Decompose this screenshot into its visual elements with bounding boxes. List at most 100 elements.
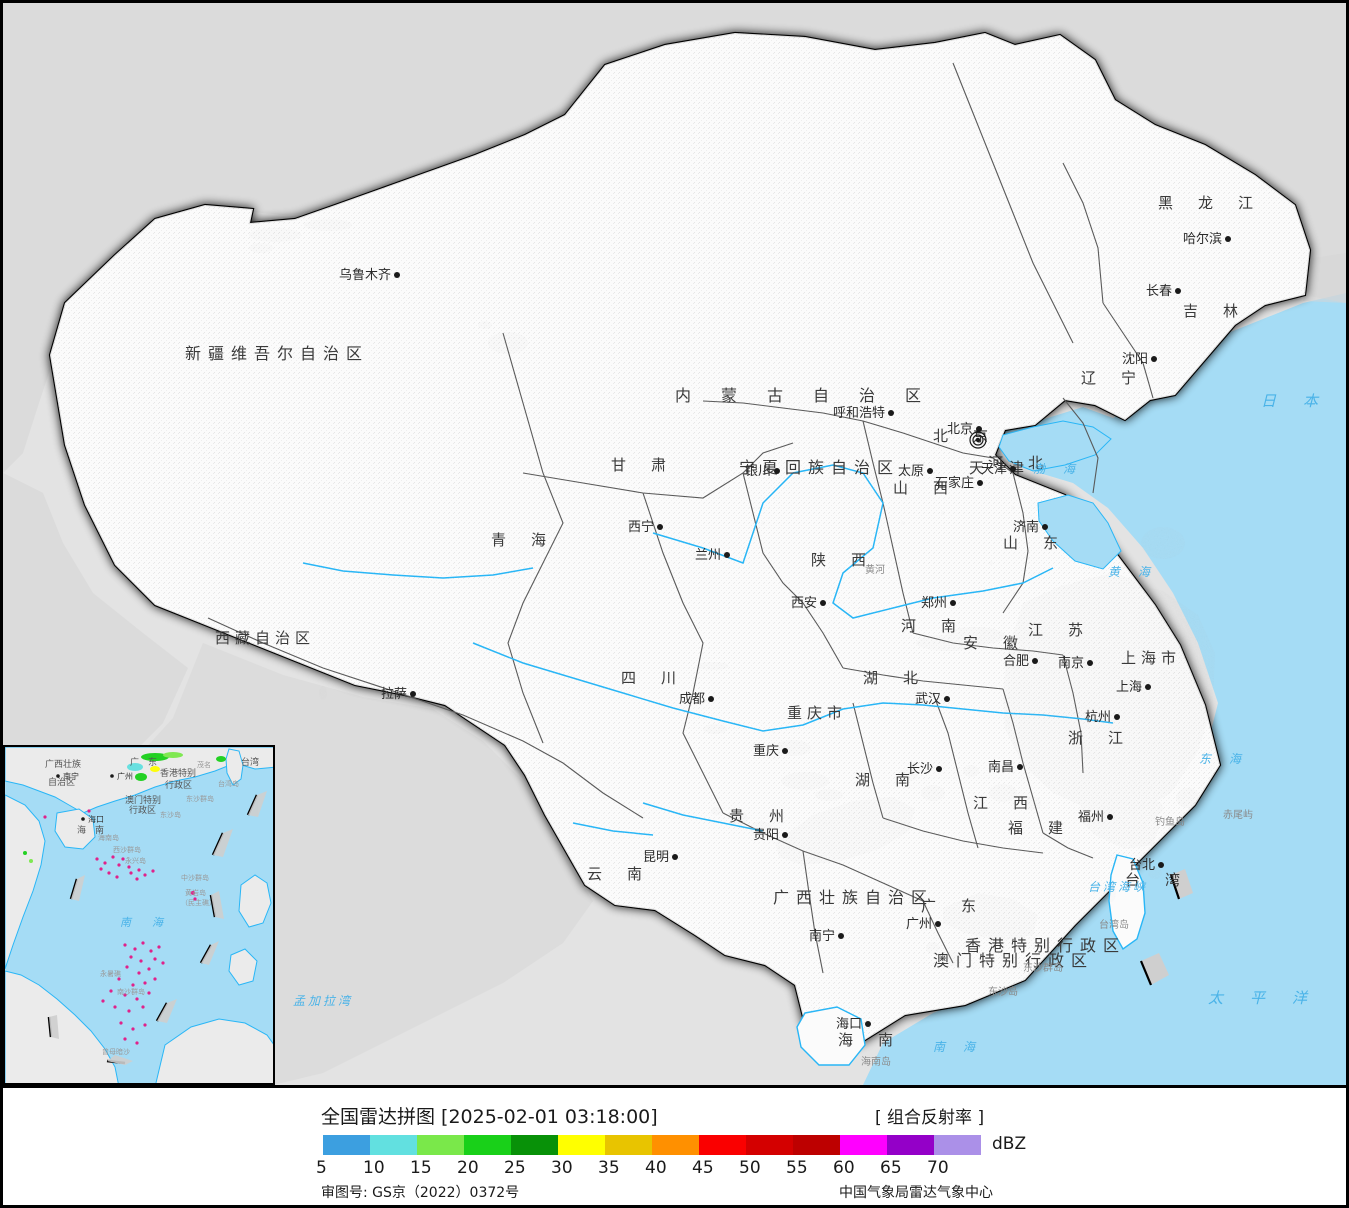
city-label: 哈尔滨: [1183, 231, 1222, 247]
colorbar-swatch-30: [558, 1135, 605, 1155]
city-marker: [394, 272, 400, 278]
colorbar-tick-labels: 5 10 15 20 25 30 35 40 45 50 55 60 65 70: [3, 1158, 1346, 1180]
island-label: 黄河: [865, 563, 885, 576]
city-label: 西宁: [628, 519, 654, 535]
province-label: 山 东: [1003, 534, 1063, 552]
approval-number: 审图号: GS京（2022）0372号: [321, 1185, 520, 1201]
colorbar-tick-50: 50: [739, 1158, 761, 1178]
city-label: 杭州: [1085, 710, 1111, 725]
city-marker: [1087, 660, 1093, 666]
city-marker: [1107, 814, 1113, 820]
city-label: 贵阳: [753, 828, 779, 843]
inset-province-label: 香港特别: [160, 767, 196, 779]
colorbar-swatch-50: [746, 1135, 793, 1155]
province-label: 台 湾: [1125, 871, 1185, 889]
sea-label: 孟加拉湾: [293, 994, 353, 1008]
colorbar-swatch-70: [934, 1135, 981, 1155]
city-marker: [724, 552, 730, 558]
city-marker: [944, 696, 950, 702]
colorbar-swatch-65: [887, 1135, 934, 1155]
city-label: 上海: [1116, 680, 1142, 695]
legend-footer: 全国雷达拼图 [2025-02-01 03:18:00] [ 组合反射率 ] d…: [3, 1085, 1346, 1205]
city-marker: [950, 600, 956, 606]
province-label: 甘 肃: [611, 456, 671, 474]
city-marker: [1175, 288, 1181, 294]
province-label: 广 东: [921, 897, 981, 915]
province-label: 陕 西: [811, 551, 871, 569]
inset-island-label: 海南岛: [98, 833, 119, 842]
inset-island-label: 永暑礁: [100, 969, 121, 978]
sea-label: 黄 海: [1108, 565, 1153, 579]
colorbar-swatch-20: [464, 1135, 511, 1155]
city-label: 西安: [791, 596, 817, 611]
inset-island-label: （民主礁）: [181, 898, 216, 907]
colorbar-swatch-55: [793, 1135, 840, 1155]
city-label: 沈阳: [1122, 352, 1148, 367]
province-label: 吉 林: [1183, 302, 1243, 320]
inset-city-marker: [81, 817, 85, 821]
city-marker: [1151, 356, 1157, 362]
city-label: 北京: [947, 422, 973, 437]
province-label: 云 南: [587, 865, 647, 883]
city-label: 武汉: [915, 692, 941, 707]
inset-city-marker: [110, 774, 114, 778]
inset-island-label: 黄岩岛: [185, 888, 206, 897]
city-label: 太原: [898, 464, 924, 479]
south-china-sea-inset[interactable]: 广西壮族 自治区 广 东 台湾 香港特别 行政区 澳门特别 行政区海 南 南宁 广州 海口 台湾岛 茂名…: [3, 745, 275, 1085]
inset-island-label: 南沙群岛: [117, 987, 145, 996]
city-marker: [935, 921, 941, 927]
city-label: 兰州: [695, 548, 721, 563]
colorbar-swatch-25: [511, 1135, 558, 1155]
province-label: 西藏自治区: [215, 629, 315, 647]
city-marker: [774, 468, 780, 474]
province-label: 四 川: [621, 669, 681, 687]
legend-title-row: 全国雷达拼图 [2025-02-01 03:18:00] [ 组合反射率 ]: [3, 1102, 1346, 1128]
reflectivity-colorbar[interactable]: [323, 1135, 981, 1155]
inset-province-label: 台湾: [241, 756, 259, 768]
inset-province-label: 广西壮族: [45, 758, 81, 770]
province-label: 贵 州: [729, 807, 789, 825]
city-label: 南京: [1058, 655, 1084, 671]
city-label: 郑州: [921, 596, 947, 611]
sea-label: 太 平 洋: [1208, 989, 1313, 1007]
island-reef-markers: [43, 809, 197, 1045]
city-marker: [927, 468, 933, 474]
capital-marker-beijing: [969, 431, 987, 449]
city-marker: [865, 1021, 871, 1027]
colorbar-tick-30: 30: [551, 1158, 573, 1178]
city-label: 天津: [981, 462, 1007, 477]
province-label: 广西壮族自治区: [773, 888, 934, 907]
inset-city-label: 南宁: [63, 771, 79, 781]
island-label: 东沙群岛: [1023, 961, 1063, 974]
inset-province-label: 行政区: [129, 804, 156, 816]
colorbar-tick-35: 35: [598, 1158, 620, 1178]
colorbar-tick-55: 55: [786, 1158, 808, 1178]
colorbar-swatch-60: [840, 1135, 887, 1155]
colorbar-swatch-35: [605, 1135, 652, 1155]
province-label: 重庆市: [787, 704, 847, 722]
city-label: 台北: [1129, 858, 1155, 873]
inset-province-label: 行政区: [165, 779, 192, 791]
island-label: 台湾岛: [1099, 918, 1129, 931]
city-marker: [410, 691, 416, 697]
city-label: 南昌: [988, 759, 1014, 775]
product-title: 全国雷达拼图 [2025-02-01 03:18:00]: [321, 1106, 658, 1128]
city-marker: [1158, 862, 1164, 868]
city-marker: [1145, 684, 1151, 690]
province-label: 河 南: [901, 617, 961, 635]
sea-bays: [998, 420, 1122, 570]
city-marker: [976, 426, 982, 432]
city-label: 广州: [906, 917, 932, 932]
inset-island-label: 东沙岛: [160, 810, 181, 819]
inset-city-marker: [56, 774, 60, 778]
sea-label: 东 海: [1199, 752, 1244, 766]
province-label: 上海市: [1121, 649, 1181, 667]
province-label: 辽 宁: [1081, 369, 1141, 387]
sea-label: 南 海: [933, 1040, 978, 1054]
province-label: 天 津: [969, 459, 1029, 477]
inset-island-label: 东沙群岛: [186, 794, 214, 803]
